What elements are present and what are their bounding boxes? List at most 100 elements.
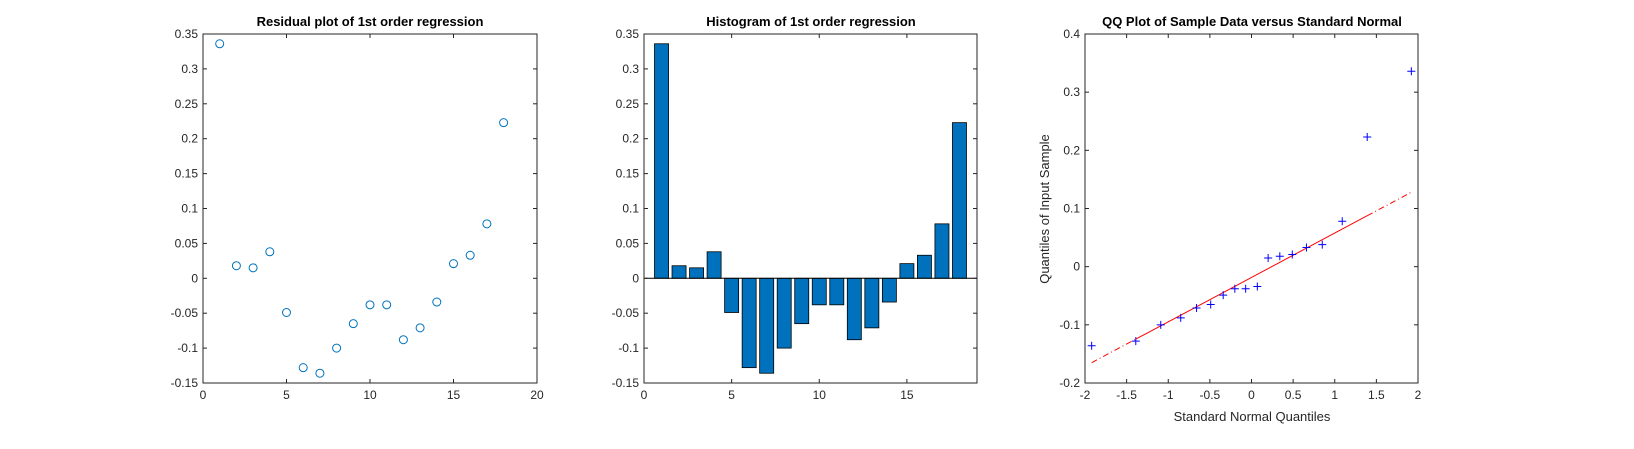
histogram-bar	[671, 265, 687, 279]
y-tick-label: -0.1	[618, 341, 639, 355]
histogram-bar	[952, 122, 967, 279]
histogram-bar	[741, 277, 757, 369]
y-tick-label: 0.05	[175, 236, 199, 250]
x-tick-label: 15	[900, 388, 914, 402]
x-tick-label: 2	[1415, 388, 1422, 402]
qq-x-axis-label: Standard Normal Quantiles	[1174, 409, 1331, 424]
histogram-title: Histogram of 1st order regression	[706, 14, 916, 29]
residual-point	[248, 263, 258, 273]
x-tick-label: -0.5	[1200, 388, 1221, 402]
qq-point-marker	[1253, 282, 1262, 291]
y-tick-label: 0.3	[622, 62, 639, 76]
y-tick-label: -0.15	[171, 376, 199, 390]
y-tick-label: 0.35	[616, 27, 640, 41]
y-tick-label: -0.2	[1059, 376, 1080, 390]
qq-plot-title: QQ Plot of Sample Data versus Standard N…	[1102, 14, 1402, 29]
qq-point-marker	[1156, 320, 1165, 329]
y-tick-label: 0.15	[616, 167, 640, 181]
x-tick-label: 0	[641, 388, 648, 402]
residual-plot-title: Residual plot of 1st order regression	[257, 14, 484, 29]
residual-point	[282, 308, 291, 318]
residual-point	[298, 363, 308, 373]
x-tick-label: 0	[1248, 388, 1255, 402]
residual-point	[499, 118, 509, 128]
x-tick-label: 1	[1331, 388, 1338, 402]
qq-point-marker	[1192, 303, 1201, 312]
x-tick-label: 0.5	[1285, 388, 1302, 402]
x-tick-label: 5	[728, 388, 735, 402]
y-tick-label: -0.15	[612, 376, 640, 390]
x-tick-label: 0	[200, 388, 207, 402]
qq-point-marker	[1131, 337, 1140, 346]
x-tick-label: 1.5	[1368, 388, 1385, 402]
residual-point	[265, 247, 275, 257]
reference-line-extension-left	[1091, 338, 1137, 364]
qq-point-marker	[1288, 250, 1297, 259]
qq-point-marker	[1264, 253, 1273, 262]
histogram-bar	[881, 277, 897, 303]
histogram-bar	[864, 277, 880, 329]
qq-point-marker	[1302, 243, 1311, 252]
y-tick-label: 0.1	[1063, 202, 1080, 216]
x-tick-label: -1.5	[1116, 388, 1137, 402]
histogram-bar	[811, 277, 827, 306]
histogram-bar	[934, 223, 950, 279]
residual-point	[398, 335, 408, 345]
residual-plot-panel: Residual plot of 1st order regression 0 5…	[171, 14, 544, 402]
y-tick-label: 0.25	[616, 97, 640, 111]
y-tick-label: -0.1	[177, 341, 198, 355]
y-tick-label: 0.35	[175, 27, 199, 41]
residual-point	[415, 323, 425, 333]
y-tick-label: 0.3	[1063, 85, 1080, 99]
y-tick-label: -0.05	[612, 306, 640, 320]
y-tick-label: -0.05	[171, 306, 199, 320]
y-tick-label: 0	[191, 271, 198, 285]
qq-point-marker	[1219, 291, 1228, 300]
histogram-bar	[724, 277, 740, 313]
x-tick-label: 10	[363, 388, 377, 402]
reference-line-extension-right	[1366, 191, 1412, 217]
y-tick-label: 0.3	[181, 62, 198, 76]
y-tick-label: 0.4	[1063, 27, 1080, 41]
x-tick-label: -2	[1080, 388, 1091, 402]
x-tick-label: 5	[283, 388, 290, 402]
histogram-bar	[917, 254, 932, 279]
residual-point	[215, 39, 225, 49]
histogram-bar	[899, 263, 915, 279]
histogram-bar	[829, 277, 845, 306]
residual-point	[231, 261, 241, 271]
residual-point	[482, 219, 492, 229]
y-tick-label: 0.2	[1063, 143, 1080, 157]
qq-point-marker	[1338, 217, 1347, 226]
histogram-bar	[776, 277, 792, 349]
y-tick-label: 0.2	[622, 132, 639, 146]
y-tick-label: 0.2	[181, 132, 198, 146]
histogram-bar	[654, 43, 669, 279]
y-tick-label: 0.05	[616, 236, 640, 250]
residual-point	[332, 343, 342, 353]
histogram-bar	[689, 267, 704, 279]
histogram-bar	[846, 277, 862, 341]
qq-point-marker	[1087, 341, 1096, 350]
qq-plot-panel: QQ Plot of Sample Data versus Standard N…	[1037, 14, 1422, 424]
residual-point	[348, 319, 358, 329]
y-tick-label: -0.1	[1059, 318, 1080, 332]
histogram-panel: Histogram of 1st order regression 0 5 10 15…	[612, 14, 978, 402]
y-tick-label: 0.1	[181, 202, 198, 216]
x-tick-label: 20	[530, 388, 544, 402]
residual-point	[449, 259, 458, 269]
qq-point-marker	[1206, 300, 1215, 309]
y-tick-label: 0	[1073, 260, 1080, 274]
residual-point	[465, 250, 475, 260]
y-tick-label: 0.15	[175, 167, 199, 181]
qq-point-marker	[1318, 240, 1327, 249]
histogram-bar	[759, 277, 775, 374]
residual-point	[382, 300, 392, 310]
y-tick-label: 0	[632, 271, 639, 285]
residual-point	[365, 300, 375, 310]
residual-point	[315, 368, 325, 378]
histogram-bar	[706, 251, 722, 279]
qq-point-marker	[1407, 67, 1416, 76]
qq-point-marker	[1230, 284, 1239, 293]
